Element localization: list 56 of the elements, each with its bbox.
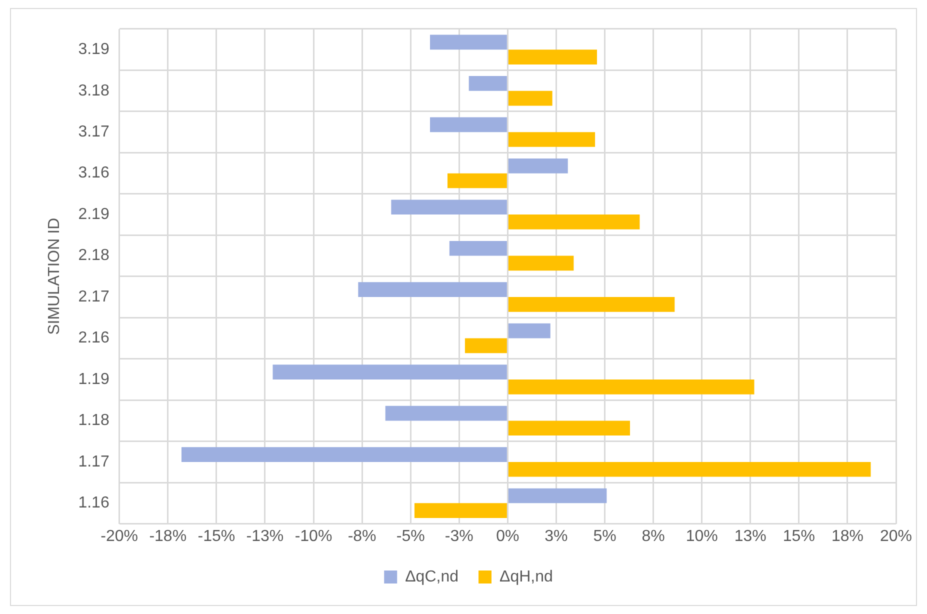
bar xyxy=(508,488,607,504)
x-tick-label: -20% xyxy=(100,528,138,545)
x-tick-label: 3% xyxy=(544,528,568,545)
x-tick-label: -15% xyxy=(198,528,236,545)
bar xyxy=(508,50,597,64)
bar xyxy=(358,282,507,298)
bar xyxy=(464,338,507,354)
bar xyxy=(430,34,507,50)
y-axis-title: SIMULATION ID xyxy=(46,218,64,335)
y-tick-label: 3.18 xyxy=(78,82,110,100)
x-tick-label: 5% xyxy=(593,528,616,545)
bar xyxy=(468,76,507,91)
bar xyxy=(414,503,507,518)
bar xyxy=(272,364,507,380)
x-tick-label: 8% xyxy=(642,528,665,545)
x-tick-label: 20% xyxy=(880,528,912,545)
y-tick-label: 3.16 xyxy=(78,164,110,182)
bar xyxy=(430,117,507,132)
x-tick-label: -13% xyxy=(246,528,284,545)
x-tick-label: 15% xyxy=(782,528,815,545)
x-tick-label: -8% xyxy=(348,528,376,545)
bar xyxy=(391,200,507,215)
x-tick-label: 10% xyxy=(686,528,718,545)
y-tick-label: 1.18 xyxy=(78,412,110,430)
x-tick-label: -5% xyxy=(396,528,425,545)
y-tick-label: 3.17 xyxy=(78,123,110,140)
y-tick-label: 3.19 xyxy=(78,41,110,58)
bar xyxy=(447,173,507,188)
bar xyxy=(508,90,552,106)
bar xyxy=(508,214,640,230)
bar xyxy=(181,447,507,462)
bar xyxy=(508,256,574,271)
y-tick-label: 2.16 xyxy=(78,330,110,347)
y-tick-label: 1.16 xyxy=(78,494,110,512)
bar xyxy=(508,297,675,312)
y-tick-label: 2.17 xyxy=(78,288,110,306)
x-tick-label: 18% xyxy=(831,528,864,545)
x-tick-label: 0% xyxy=(496,528,520,545)
y-tick-label: 2.19 xyxy=(78,206,110,223)
bar xyxy=(508,420,630,436)
x-tick-label: 13% xyxy=(734,528,766,545)
bar xyxy=(508,379,754,394)
x-tick-label: -18% xyxy=(149,528,187,545)
x-tick-label: -10% xyxy=(294,528,332,545)
x-tick-label: -3% xyxy=(444,528,474,545)
bar xyxy=(508,323,550,338)
y-tick-label: 1.17 xyxy=(78,453,110,470)
bar xyxy=(508,158,568,174)
legend-label: ΔqH,nd xyxy=(500,568,553,586)
y-tick-label: 1.19 xyxy=(78,370,110,388)
y-tick-label: 2.18 xyxy=(78,247,110,264)
legend-label: ΔqC,nd xyxy=(405,568,459,586)
bar xyxy=(508,132,596,147)
bar xyxy=(449,240,507,256)
bar xyxy=(385,406,507,421)
bar xyxy=(508,462,871,477)
